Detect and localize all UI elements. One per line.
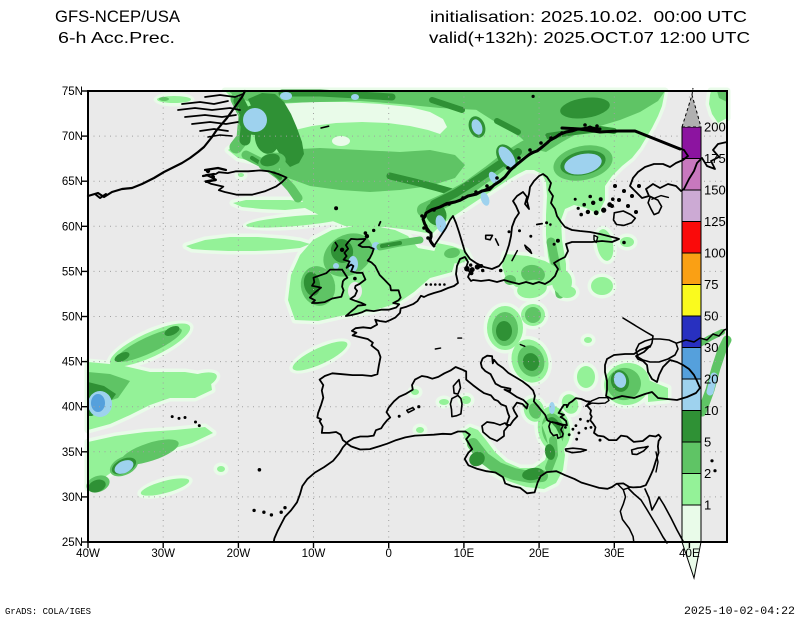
svg-text:25N: 25N (62, 537, 83, 549)
svg-text:0: 0 (385, 548, 391, 560)
svg-text:10E: 10E (454, 548, 475, 560)
svg-text:200: 200 (704, 120, 726, 135)
svg-text:100: 100 (704, 246, 726, 261)
svg-text:75N: 75N (62, 86, 83, 98)
svg-text:30: 30 (704, 340, 718, 355)
svg-text:30N: 30N (62, 492, 83, 504)
svg-text:valid(+132h): 2025.OCT.07 12:0: valid(+132h): 2025.OCT.07 12:00 UTC (429, 30, 750, 47)
svg-text:75: 75 (704, 277, 718, 292)
svg-text:1: 1 (704, 498, 711, 513)
svg-text:20: 20 (704, 372, 718, 387)
svg-text:60N: 60N (62, 221, 83, 233)
svg-text:2: 2 (704, 466, 711, 481)
svg-text:20E: 20E (529, 548, 550, 560)
svg-text:50: 50 (704, 309, 718, 324)
svg-text:GFS-NCEP/USA: GFS-NCEP/USA (55, 7, 181, 26)
svg-text:40W: 40W (76, 548, 100, 560)
svg-text:40E: 40E (679, 548, 700, 560)
svg-text:150: 150 (704, 183, 726, 198)
svg-text:GrADS: COLA/IGES: GrADS: COLA/IGES (5, 606, 91, 617)
svg-text:125: 125 (704, 214, 726, 229)
svg-text:2025-10-02-04:22: 2025-10-02-04:22 (684, 606, 795, 618)
svg-text:6-h Acc.Prec.: 6-h Acc.Prec. (58, 30, 175, 47)
svg-text:10W: 10W (302, 548, 326, 560)
svg-text:35N: 35N (62, 447, 83, 459)
svg-text:5: 5 (704, 435, 711, 450)
svg-text:20W: 20W (227, 548, 251, 560)
svg-text:50N: 50N (62, 312, 83, 324)
svg-text:65N: 65N (62, 176, 83, 188)
svg-text:55N: 55N (62, 266, 83, 278)
svg-text:45N: 45N (62, 357, 83, 369)
svg-text:initialisation: 2025.10.02. 0: initialisation: 2025.10.02. 00:00 UTC (430, 9, 747, 26)
svg-text:30W: 30W (151, 548, 175, 560)
svg-text:70N: 70N (62, 131, 83, 143)
svg-text:30E: 30E (604, 548, 625, 560)
svg-text:10: 10 (704, 403, 718, 418)
svg-text:40N: 40N (62, 402, 83, 414)
